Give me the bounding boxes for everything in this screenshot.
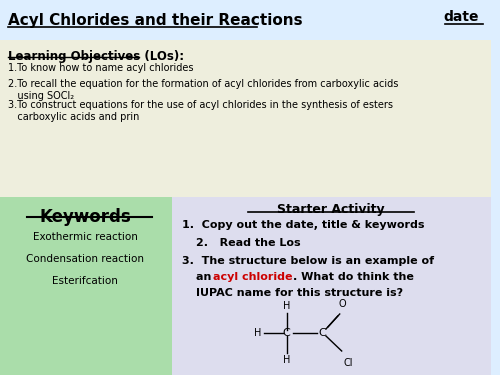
Text: 3.To construct equations for the use of acyl chlorides in the synthesis of ester: 3.To construct equations for the use of … [8, 100, 393, 122]
Text: acyl chloride: acyl chloride [213, 272, 292, 282]
Text: IUPAC name for this structure is?: IUPAC name for this structure is? [196, 288, 404, 298]
Text: Starter Activity: Starter Activity [277, 203, 384, 216]
Text: C: C [283, 328, 290, 338]
Text: H: H [283, 301, 290, 311]
Text: . What do think the: . What do think the [292, 272, 414, 282]
Text: H: H [254, 328, 261, 338]
Text: Learning Objectives (LOs):: Learning Objectives (LOs): [8, 50, 184, 63]
Text: 1.To know how to name acyl chlorides: 1.To know how to name acyl chlorides [8, 63, 194, 73]
Text: 2.To recall the equation for the formation of acyl chlorides from carboxylic aci: 2.To recall the equation for the formati… [8, 79, 398, 100]
Text: C: C [318, 328, 326, 338]
Text: Exothermic reaction: Exothermic reaction [33, 232, 138, 242]
Text: O: O [339, 299, 346, 309]
Text: Acyl Chlorides and their Reactions: Acyl Chlorides and their Reactions [8, 12, 302, 27]
Text: Condensation reaction: Condensation reaction [26, 254, 144, 264]
Text: H: H [283, 355, 290, 365]
Text: 2.   Read the Los: 2. Read the Los [196, 238, 301, 248]
Bar [0, 40, 491, 200]
Text: 1.  Copy out the date, title & keywords: 1. Copy out the date, title & keywords [182, 220, 424, 230]
Text: Keywords: Keywords [40, 208, 132, 226]
Text: 3.  The structure below is an example of: 3. The structure below is an example of [182, 256, 434, 266]
Text: an: an [196, 272, 216, 282]
Text: date: date [444, 10, 479, 24]
Bar [172, 197, 491, 375]
Bar [0, 197, 172, 375]
Text: Esterifcation: Esterifcation [52, 276, 118, 286]
Bar [0, 0, 491, 40]
Text: Cl: Cl [344, 358, 353, 368]
